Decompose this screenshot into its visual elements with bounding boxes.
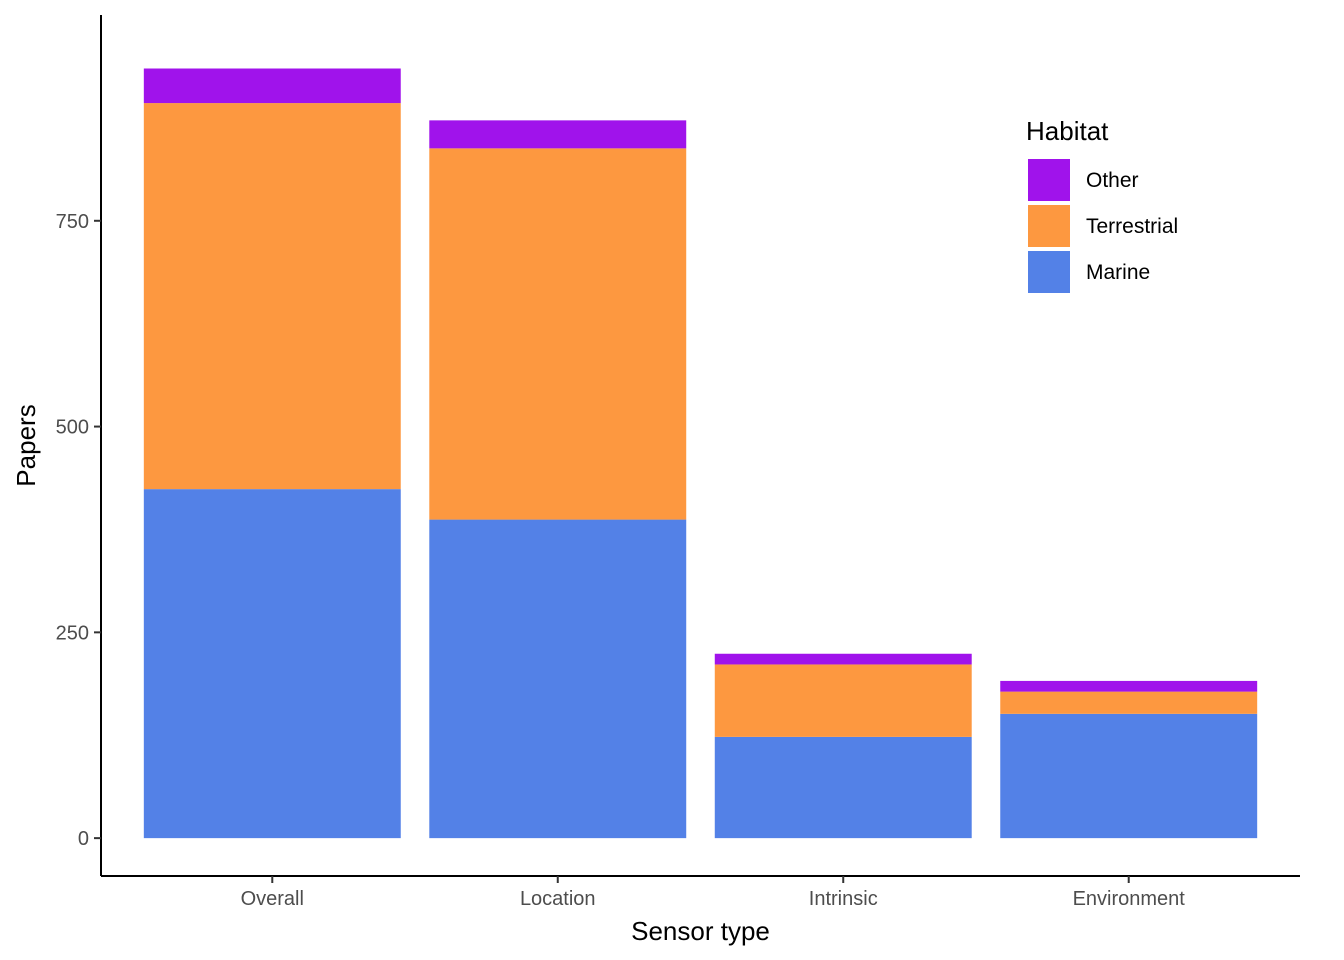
legend-label-other: Other xyxy=(1086,169,1139,192)
bar-environment-terrestrial xyxy=(1000,691,1258,714)
x-axis-ticks: Overall Location Intrinsic Environment xyxy=(241,876,1186,910)
x-axis-title: Sensor type xyxy=(631,916,770,946)
y-tick-label: 750 xyxy=(56,211,89,233)
x-tick-label-overall: Overall xyxy=(241,888,304,910)
y-axis-title: Papers xyxy=(11,404,41,486)
bars-layer xyxy=(143,68,1258,839)
y-tick-label: 0 xyxy=(78,828,89,850)
bar-overall-terrestrial xyxy=(143,103,401,490)
bar-intrinsic-other xyxy=(714,653,972,665)
bar-environment-marine xyxy=(1000,713,1258,839)
bar-location-other xyxy=(429,120,687,149)
x-tick-label-location: Location xyxy=(520,888,596,910)
y-axis-ticks: 0 250 500 750 xyxy=(56,211,101,850)
bar-overall-marine xyxy=(143,489,401,839)
axes-layer xyxy=(100,15,1300,877)
legend-key-marine xyxy=(1028,251,1070,293)
y-tick-label: 250 xyxy=(56,622,89,644)
y-tick-label: 500 xyxy=(56,417,89,439)
legend-label-marine: Marine xyxy=(1086,261,1150,284)
bar-environment-other xyxy=(1000,680,1258,692)
x-tick-label-environment: Environment xyxy=(1073,888,1186,910)
legend-title: Habitat xyxy=(1026,116,1109,146)
legend-label-terrestrial: Terrestrial xyxy=(1086,215,1178,238)
bar-intrinsic-marine xyxy=(714,736,972,839)
bar-location-marine xyxy=(429,519,687,839)
bar-location-terrestrial xyxy=(429,148,687,520)
bar-overall-other xyxy=(143,68,401,104)
legend-key-terrestrial xyxy=(1028,205,1070,247)
x-tick-label-intrinsic: Intrinsic xyxy=(809,888,878,910)
legend: Habitat Other Terrestrial Marine xyxy=(1026,116,1178,293)
legend-key-other xyxy=(1028,159,1070,201)
bar-intrinsic-terrestrial xyxy=(714,664,972,737)
